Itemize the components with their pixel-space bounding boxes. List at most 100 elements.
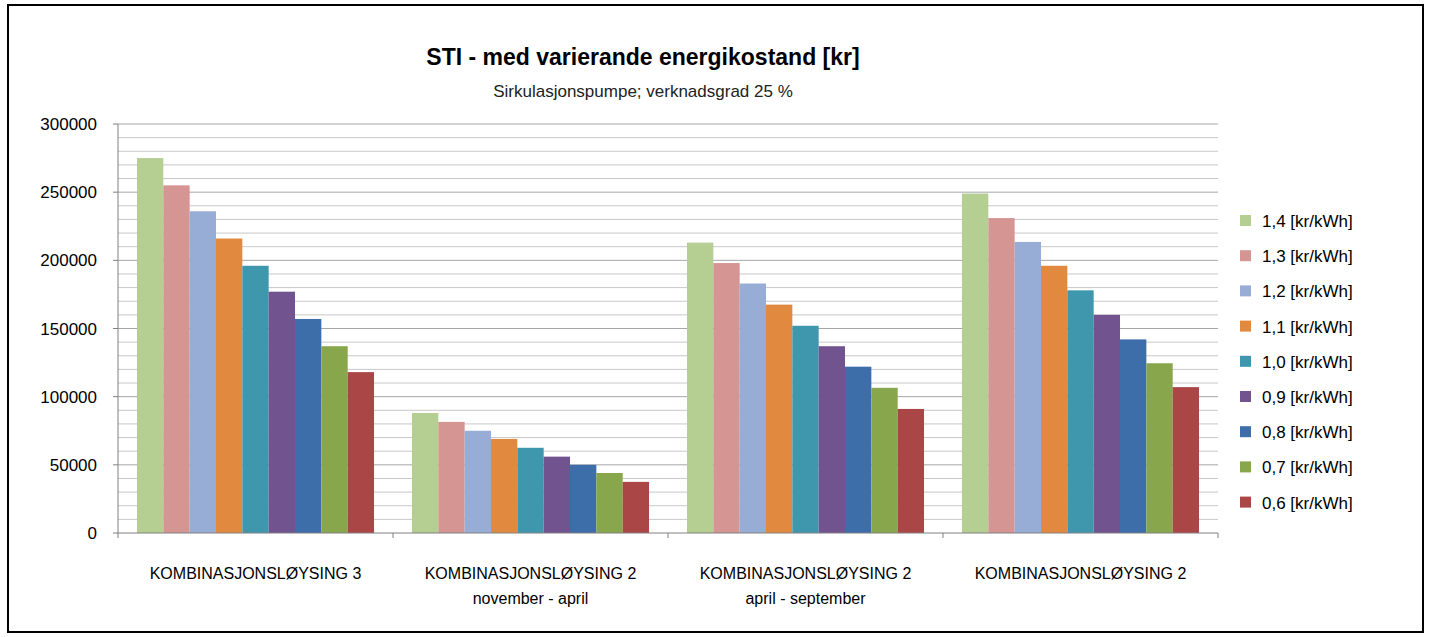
legend-label: 0,6 [kr/kWh]: [1262, 494, 1353, 513]
grid-line: [118, 260, 1218, 261]
legend-swatch: [1240, 215, 1251, 226]
bar: [845, 367, 871, 533]
bars: [137, 158, 1199, 533]
legend: 1,4 [kr/kWh]1,3 [kr/kWh]1,2 [kr/kWh]1,1 …: [1240, 212, 1353, 513]
grid-line: [118, 124, 1218, 125]
y-axis: [118, 124, 119, 533]
bar: [1067, 290, 1093, 533]
minor-grid-line: [118, 151, 1218, 152]
legend-label: 1,2 [kr/kWh]: [1262, 282, 1353, 301]
y-tick: [113, 396, 118, 397]
x-tick-label: KOMBINASJONSLØYSING 2: [975, 565, 1187, 582]
bar: [465, 431, 491, 533]
minor-grid-line: [118, 219, 1218, 220]
x-tick-label-line: november - april: [473, 590, 589, 607]
y-tick: [113, 533, 118, 534]
y-tick-label: 250000: [40, 183, 97, 202]
chart: STI - med varierande energikostand [kr] S…: [0, 0, 1430, 637]
grid-line: [118, 192, 1218, 193]
bar: [1146, 363, 1172, 533]
bar: [137, 158, 163, 533]
bar: [269, 292, 295, 533]
minor-grid-line: [118, 246, 1218, 247]
legend-swatch: [1240, 391, 1251, 402]
bar: [819, 346, 845, 533]
bar: [491, 439, 517, 533]
legend-swatch: [1240, 321, 1251, 332]
minor-grid-line: [118, 137, 1218, 138]
bar: [242, 266, 268, 533]
bar: [348, 372, 374, 533]
bar: [544, 457, 570, 533]
x-tick-label-line: KOMBINASJONSLØYSING 2: [700, 565, 912, 582]
y-tick-label: 100000: [40, 388, 97, 407]
bar: [962, 194, 988, 533]
bar: [792, 326, 818, 533]
subtitle: Sirkulasjonspumpe; verknadsgrad 25 %: [493, 82, 793, 101]
bar: [517, 448, 543, 533]
bar: [1120, 339, 1146, 533]
x-tick-label-line: KOMBINASJONSLØYSING 2: [425, 565, 637, 582]
legend-swatch: [1240, 285, 1251, 296]
legend-swatch: [1240, 497, 1251, 508]
x-tick-label-line: april - september: [745, 590, 866, 607]
minor-grid-line: [118, 205, 1218, 206]
bar: [871, 388, 897, 533]
bar: [1015, 242, 1041, 533]
bar: [687, 243, 713, 533]
bar: [570, 465, 596, 533]
x-tick: [943, 533, 944, 538]
y-tick: [113, 260, 118, 261]
legend-swatch: [1240, 426, 1251, 437]
bar: [163, 185, 189, 533]
chart-border: [8, 5, 1423, 632]
bar: [1041, 266, 1067, 533]
minor-grid-line: [118, 164, 1218, 165]
x-tick: [118, 533, 119, 538]
bar: [988, 218, 1014, 533]
legend-swatch: [1240, 461, 1251, 472]
x-tick: [1218, 533, 1219, 538]
bar: [740, 284, 766, 533]
minor-grid-line: [118, 233, 1218, 234]
x-tick-label-line: KOMBINASJONSLØYSING 3: [150, 565, 362, 582]
bar: [438, 422, 464, 533]
legend-label: 0,9 [kr/kWh]: [1262, 388, 1353, 407]
y-tick-label: 150000: [40, 320, 97, 339]
bar: [190, 211, 216, 533]
x-tick-label: KOMBINASJONSLØYSING 3: [150, 565, 362, 582]
bar: [596, 473, 622, 533]
bar: [766, 305, 792, 533]
x-tick: [668, 533, 669, 538]
title: STI - med varierande energikostand [kr]: [426, 44, 859, 70]
legend-label: 0,8 [kr/kWh]: [1262, 423, 1353, 442]
x-tick-label-line: KOMBINASJONSLØYSING 2: [975, 565, 1187, 582]
legend-swatch: [1240, 356, 1251, 367]
bar: [321, 346, 347, 533]
background: [0, 0, 1430, 637]
x-tick: [393, 533, 394, 538]
y-tick: [113, 328, 118, 329]
y-tick: [113, 124, 118, 125]
x-tick-label: KOMBINASJONSLØYSING 2 april - september: [700, 565, 912, 607]
bar: [216, 239, 242, 533]
bar: [1094, 315, 1120, 533]
legend-label: 1,3 [kr/kWh]: [1262, 247, 1353, 266]
minor-grid-line: [118, 178, 1218, 179]
bar: [412, 413, 438, 533]
legend-label: 1,1 [kr/kWh]: [1262, 318, 1353, 337]
bar: [713, 263, 739, 533]
y-tick-label: 50000: [50, 456, 97, 475]
bar: [623, 482, 649, 533]
legend-swatch: [1240, 250, 1251, 261]
legend-label: 1,0 [kr/kWh]: [1262, 353, 1353, 372]
bar: [898, 409, 924, 533]
bar: [295, 319, 321, 533]
x-tick-label: KOMBINASJONSLØYSING 2 november - april: [425, 565, 637, 607]
y-tick: [113, 464, 118, 465]
y-tick-label: 200000: [40, 251, 97, 270]
bar: [1173, 387, 1199, 533]
y-tick-label: 300000: [40, 115, 97, 134]
y-tick: [113, 192, 118, 193]
y-tick-label: 0: [88, 524, 97, 543]
